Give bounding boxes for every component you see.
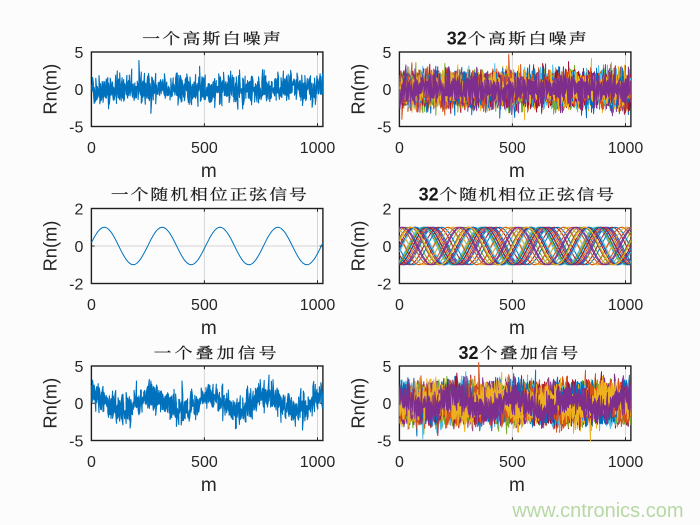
svg-text:1000: 1000 [300, 140, 336, 157]
svg-text:500: 500 [191, 140, 218, 157]
svg-text:Rn(m): Rn(m) [347, 378, 368, 429]
svg-text:-2: -2 [69, 276, 83, 293]
svg-text:32: 32 [447, 29, 467, 49]
svg-text:1000: 1000 [608, 140, 644, 157]
svg-text:1000: 1000 [608, 297, 644, 314]
svg-text:0: 0 [382, 239, 391, 256]
svg-text:-5: -5 [69, 433, 83, 450]
svg-text:1000: 1000 [608, 454, 644, 471]
svg-text:500: 500 [499, 140, 526, 157]
svg-text:0: 0 [87, 454, 96, 471]
svg-text:5: 5 [382, 359, 391, 376]
svg-text:-5: -5 [377, 119, 391, 136]
svg-text:Rn(m): Rn(m) [39, 221, 60, 272]
svg-text:-2: -2 [377, 276, 391, 293]
svg-text:32: 32 [419, 185, 439, 205]
svg-text:500: 500 [499, 454, 526, 471]
svg-text:1000: 1000 [300, 454, 336, 471]
svg-text:0: 0 [74, 239, 83, 256]
svg-text:m: m [509, 475, 525, 496]
svg-text:0: 0 [395, 454, 404, 471]
svg-text:Rn(m): Rn(m) [347, 64, 368, 115]
svg-text:500: 500 [191, 297, 218, 314]
svg-text:Rn(m): Rn(m) [39, 378, 60, 429]
svg-text:Rn(m): Rn(m) [39, 64, 60, 115]
svg-text:32: 32 [459, 343, 479, 363]
svg-text:500: 500 [499, 297, 526, 314]
svg-text:Rn(m): Rn(m) [347, 221, 368, 272]
svg-text:m: m [201, 475, 217, 496]
svg-text:5: 5 [74, 45, 83, 62]
svg-text:5: 5 [382, 45, 391, 62]
svg-text:0: 0 [395, 140, 404, 157]
svg-text:0: 0 [74, 82, 83, 99]
svg-text:-5: -5 [377, 433, 391, 450]
svg-text:2: 2 [382, 201, 391, 218]
svg-text:2: 2 [74, 201, 83, 218]
svg-text:5: 5 [74, 359, 83, 376]
svg-text:0: 0 [74, 396, 83, 413]
svg-text:500: 500 [191, 454, 218, 471]
svg-text:m: m [509, 318, 525, 339]
svg-text:0: 0 [382, 396, 391, 413]
svg-text:m: m [201, 161, 217, 182]
svg-text:-5: -5 [69, 119, 83, 136]
svg-text:m: m [509, 161, 525, 182]
svg-text:1000: 1000 [300, 297, 336, 314]
svg-text:0: 0 [395, 297, 404, 314]
svg-text:0: 0 [87, 297, 96, 314]
svg-text:0: 0 [382, 82, 391, 99]
svg-text:m: m [201, 318, 217, 339]
svg-text:0: 0 [87, 140, 96, 157]
svg-text:www.cntronics.com: www.cntronics.com [511, 500, 683, 522]
